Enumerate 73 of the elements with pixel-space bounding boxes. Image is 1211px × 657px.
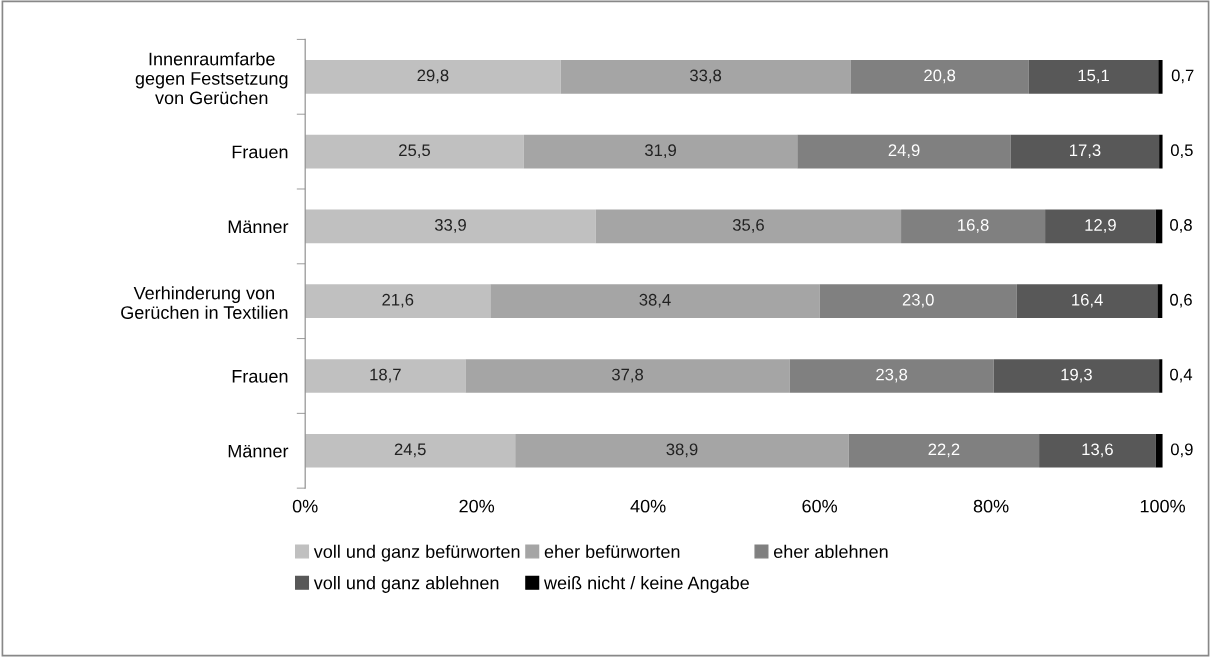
data-label: 37,8 [611, 368, 644, 383]
bar [797, 134, 1011, 169]
bar [789, 359, 994, 393]
bar [1010, 134, 1160, 169]
data-label: 0,7 [1171, 69, 1194, 84]
bar [490, 284, 820, 319]
data-label: 0,8 [1170, 219, 1192, 233]
bar [1157, 284, 1163, 319]
data-label: 35,6 [732, 219, 764, 233]
y-tick-label: Frauen [232, 145, 288, 159]
legend-label: eher ablehnen [773, 544, 888, 559]
data-label: 17,3 [1070, 144, 1101, 159]
bar [465, 359, 790, 393]
data-label: 38,9 [666, 443, 698, 458]
data-label: 29,8 [417, 69, 449, 84]
data-label: 23,0 [902, 293, 934, 308]
x-tick-label: 40% [630, 499, 666, 513]
bar [305, 134, 524, 169]
data-label: 0,4 [1170, 368, 1193, 383]
bar [305, 59, 561, 94]
data-label: 0,6 [1170, 293, 1192, 308]
bar [848, 433, 1040, 468]
x-tick-label: 0% [292, 499, 318, 513]
y-tick-label: Männer [228, 444, 289, 458]
data-label: 16,4 [1072, 293, 1103, 308]
data-label: 16,8 [958, 219, 989, 233]
x-tick-label: 60% [802, 499, 838, 513]
bar [1158, 59, 1163, 94]
y-tick-label: Frauen [232, 370, 288, 383]
data-label: 24,9 [888, 144, 920, 159]
data-label: 33,8 [689, 69, 722, 84]
bar [305, 284, 491, 319]
bar [850, 59, 1029, 94]
bar [993, 359, 1160, 393]
data-label: 13,6 [1082, 443, 1113, 458]
bar [1016, 284, 1158, 319]
y-tick-label: Verhinderung von Gerüchen in Textilien [121, 286, 288, 319]
bar [305, 209, 596, 244]
bar [305, 433, 516, 468]
bar [1028, 59, 1159, 94]
bar [523, 134, 798, 169]
data-label: 0,5 [1170, 144, 1193, 159]
x-tick-label: 100% [1140, 499, 1186, 513]
data-label: 22,2 [928, 443, 960, 458]
bar [1045, 209, 1156, 244]
x-tick-label: 20% [459, 499, 495, 513]
data-label: 20,8 [924, 69, 956, 84]
bar [515, 433, 849, 468]
data-label: 19,3 [1061, 368, 1092, 383]
legend-label: voll und ganz befürworten [313, 544, 520, 562]
legend-label: eher befürworten [544, 544, 680, 559]
data-label: 25,5 [399, 144, 431, 159]
y-tick-label: Innenraumfarbe gegen Festsetzung von Gerüchen [135, 52, 288, 105]
legend-label: weiß nicht / keine Angabe [543, 576, 749, 593]
data-label: 18,7 [370, 368, 401, 383]
x-tick-label: 80% [973, 499, 1009, 513]
data-label: 24,5 [394, 443, 426, 458]
y-tick-label: Männer [228, 220, 289, 234]
bar [595, 209, 902, 244]
data-label: 12,9 [1085, 219, 1116, 233]
bar [819, 284, 1017, 319]
bar [901, 209, 1046, 244]
data-label: 0,9 [1170, 443, 1193, 458]
legend-label: voll und ganz ablehnen [313, 576, 499, 593]
bar [305, 359, 466, 393]
bar [560, 59, 851, 94]
data-label: 23,8 [876, 368, 908, 383]
bar [1039, 433, 1156, 468]
data-label: 15,1 [1078, 69, 1109, 84]
data-label: 31,9 [644, 144, 676, 159]
data-label: 33,9 [434, 219, 466, 233]
data-label: 21,6 [382, 293, 414, 308]
data-label: 38,4 [639, 293, 671, 308]
